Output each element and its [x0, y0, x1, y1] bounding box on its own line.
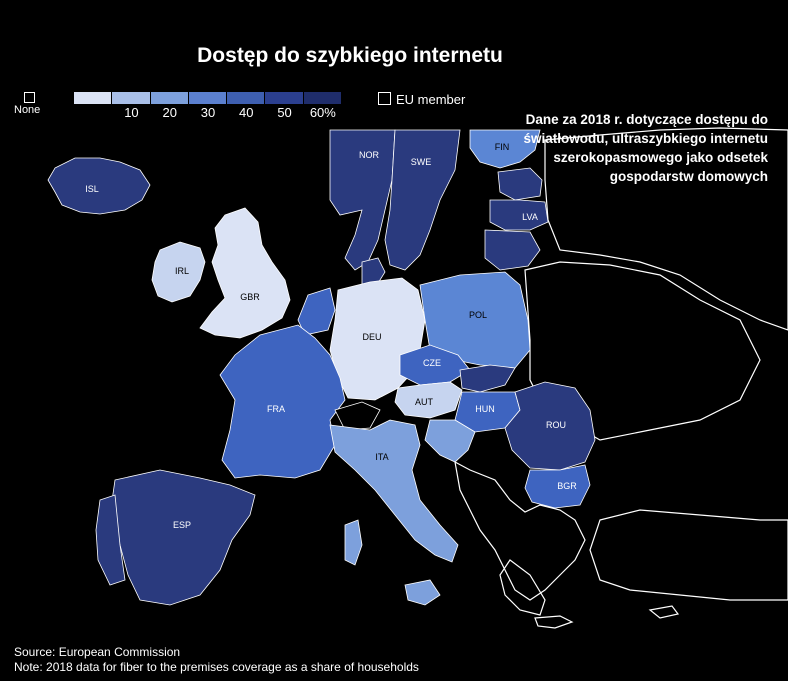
- label-swe: SWE: [411, 157, 432, 167]
- country-esp: [109, 469, 256, 606]
- legend-none-swatch: [24, 92, 35, 103]
- country-gbr: [199, 207, 291, 339]
- annotation-note: Dane za 2018 r. dotyczące dostępu do świ…: [523, 112, 768, 184]
- label-nor: NOR: [359, 150, 380, 160]
- label-deu: DEU: [362, 332, 381, 342]
- turkey-outline: [589, 509, 788, 601]
- europe-map: ISL IRL GBR NOR SWE FIN LVA DEU POL CZE …: [47, 127, 788, 629]
- label-esp: ESP: [173, 520, 191, 530]
- russia-outline: [544, 127, 788, 331]
- legend-tick-label: 10: [124, 105, 139, 120]
- legend-none-label: None: [14, 104, 41, 116]
- country-ltu: [484, 229, 541, 271]
- country-cze: [399, 344, 471, 386]
- country-bgr: [524, 464, 591, 509]
- legend-scale-segment: [303, 92, 342, 104]
- country-fra: [219, 324, 346, 479]
- legend-scale-segment: [188, 92, 228, 104]
- footer: [0, 642, 788, 681]
- label-fin: FIN: [495, 142, 510, 152]
- legend-scale-labels: 10 20 30 40 50 60%: [74, 105, 342, 120]
- country-fin: [469, 129, 541, 169]
- legend-tick-label: 40: [239, 105, 254, 120]
- legend-tick-label: 50: [277, 105, 292, 120]
- legend-scale-segment: [227, 92, 266, 104]
- country-ita-sicily: [404, 579, 441, 606]
- legend-tick-label: 30: [200, 105, 216, 120]
- label-lva: LVA: [522, 212, 538, 222]
- map-area: ISL IRL GBR NOR SWE FIN LVA DEU POL CZE …: [0, 82, 788, 642]
- greece-outline: [499, 559, 546, 616]
- crete-outline: [534, 615, 574, 629]
- legend-scale-segment: [74, 92, 113, 104]
- country-aut: [394, 381, 463, 419]
- country-ita: [329, 419, 459, 563]
- balkans-outline: [454, 460, 586, 601]
- country-nld-bel: [297, 287, 336, 336]
- legend-scale-segment: [265, 92, 304, 104]
- label-irl: IRL: [175, 266, 189, 276]
- label-cze: CZE: [423, 358, 441, 368]
- country-hrv-svn: [424, 419, 476, 463]
- label-gbr: GBR: [240, 292, 260, 302]
- label-isl: ISL: [85, 184, 99, 194]
- page-title: Dostęp do szybkiego internetu: [197, 44, 503, 67]
- label-ita: ITA: [375, 452, 388, 462]
- cyprus-outline: [648, 605, 680, 619]
- label-bgr: BGR: [557, 481, 577, 491]
- label-hun: HUN: [475, 404, 495, 414]
- country-est: [497, 167, 543, 201]
- label-rou: ROU: [546, 420, 566, 430]
- legend-scale-segment: [150, 92, 189, 104]
- legend-tick-label: 60%: [309, 105, 336, 120]
- header: Dostęp do szybkiego internetu: [0, 0, 788, 82]
- country-rou: [504, 381, 596, 471]
- country-swe: [384, 129, 461, 271]
- note-text: Note: 2018 data for fiber to the premise…: [14, 660, 419, 674]
- legend-eu-swatch: [378, 92, 391, 105]
- legend-eu-label: EU member: [396, 92, 466, 107]
- country-ita-sardinia: [344, 519, 363, 566]
- country-svk: [459, 364, 516, 393]
- label-aut: AUT: [415, 397, 434, 407]
- country-prt: [95, 494, 126, 586]
- legend-tick-label: 20: [162, 105, 177, 120]
- country-irl: [151, 241, 206, 303]
- label-pol: POL: [469, 310, 487, 320]
- country-che: [334, 401, 381, 431]
- country-lva: [489, 199, 549, 231]
- legend-color-scale: [74, 92, 342, 104]
- label-fra: FRA: [267, 404, 285, 414]
- legend-scale-segment: [112, 92, 151, 104]
- source-text: Source: European Commission: [14, 645, 181, 659]
- country-isl: [47, 157, 151, 215]
